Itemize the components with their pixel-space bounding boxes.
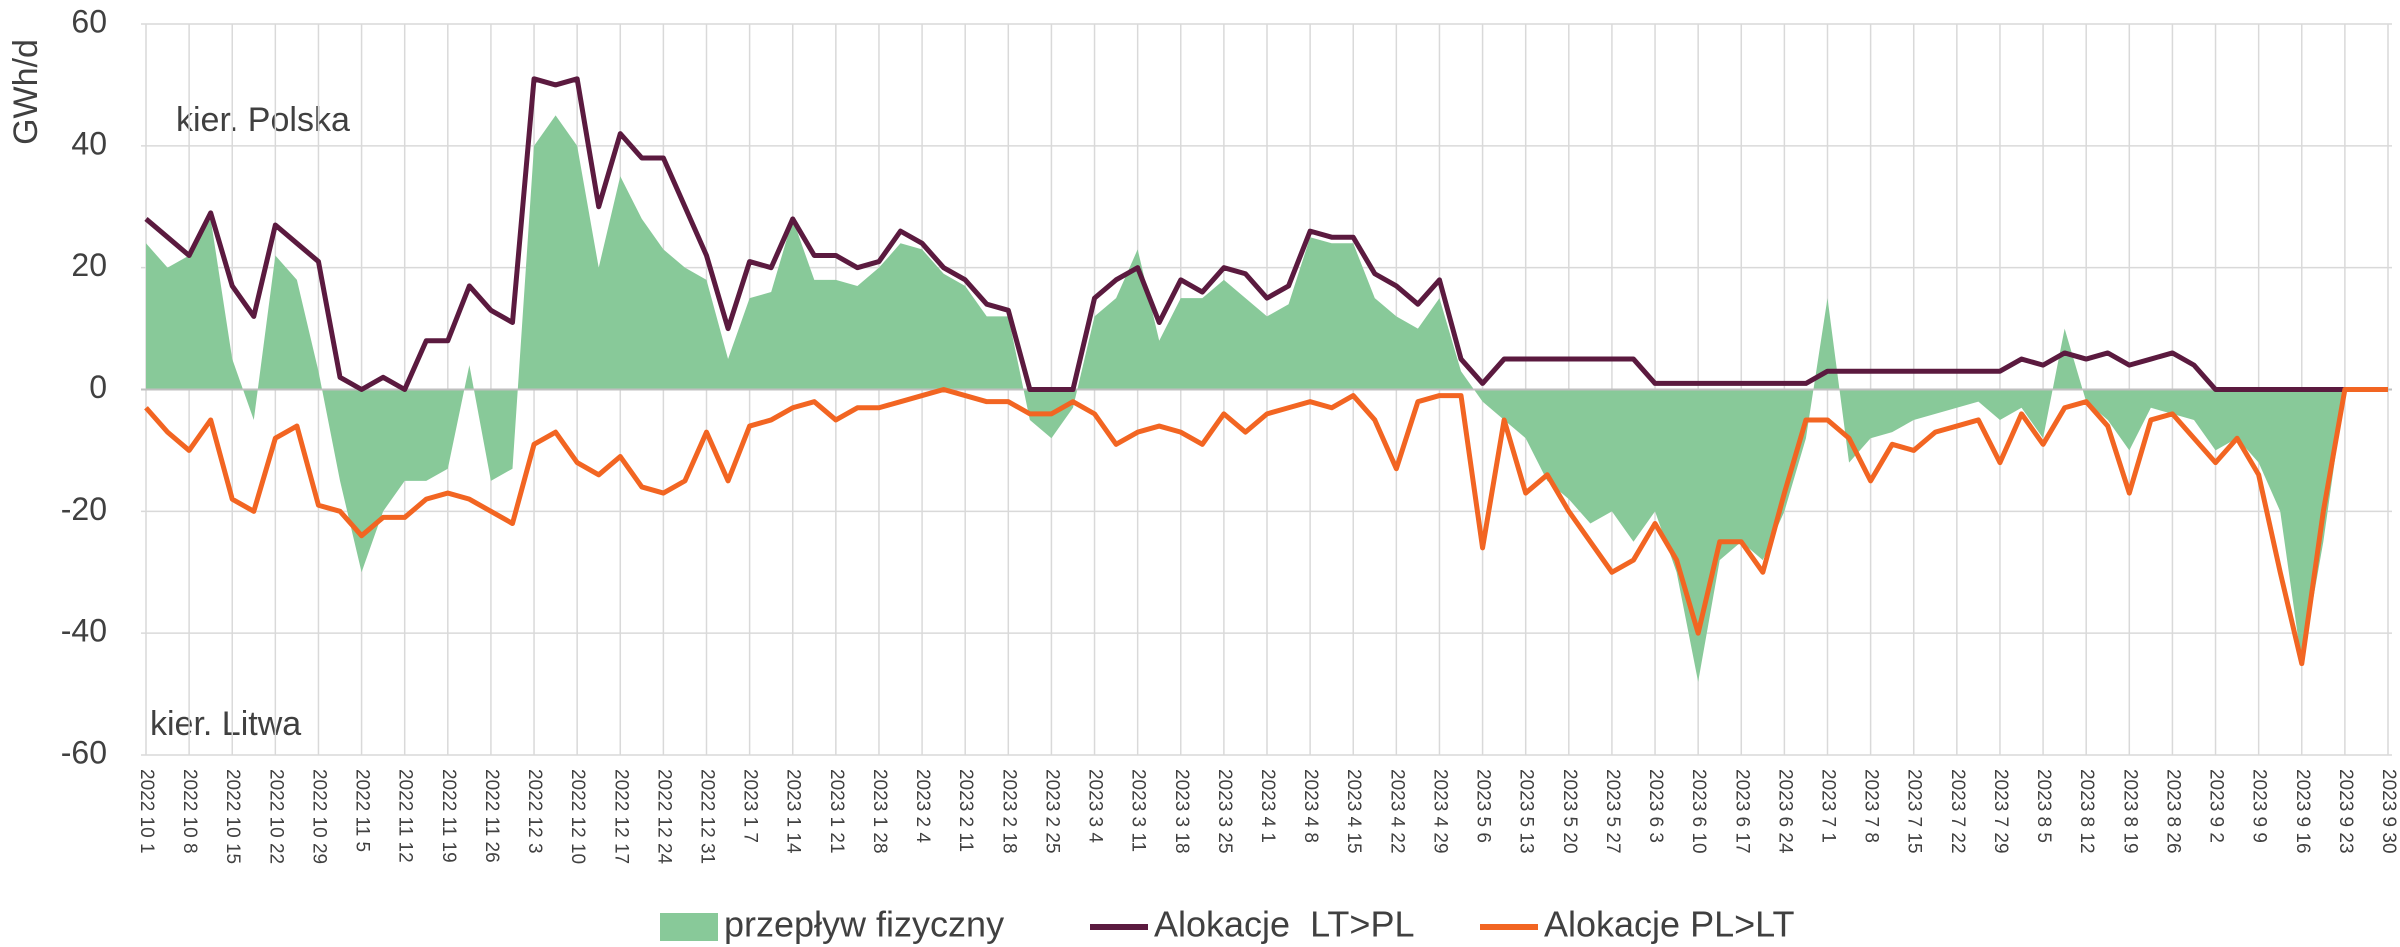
legend-swatch <box>660 913 718 941</box>
x-tick-label: 2023 3 11 <box>1128 769 1149 852</box>
legend-label: przepływ fizyczny <box>724 904 1004 945</box>
x-tick-label: 2022 12 24 <box>653 769 674 865</box>
x-tick-label: 2023 2 4 <box>912 769 933 843</box>
x-tick-label: 2023 1 7 <box>740 769 761 843</box>
x-tick-label: 2022 10 8 <box>179 769 200 854</box>
x-tick-label: 2023 3 18 <box>1171 769 1192 854</box>
x-tick-label: 2023 9 9 <box>2249 769 2270 843</box>
x-tick-label: 2023 2 11 <box>955 769 976 852</box>
x-tick-label: 2023 1 21 <box>826 769 847 854</box>
x-tick-label: 2022 10 29 <box>308 769 329 864</box>
x-tick-label: 2023 8 26 <box>2162 769 2183 854</box>
x-tick-label: 2023 9 30 <box>2378 769 2399 854</box>
x-tick-label: 2023 9 16 <box>2292 769 2313 854</box>
y-tick-label: -20 <box>61 491 107 527</box>
legend-label: Alokacje LT>PL <box>1154 904 1414 945</box>
x-tick-label: 2022 11 26 <box>481 769 502 863</box>
x-tick-label: 2023 7 29 <box>1990 769 2011 854</box>
x-tick-label: 2023 5 13 <box>1516 769 1537 854</box>
line <box>144 76 2388 392</box>
x-tick-label: 2023 4 8 <box>1300 769 1321 843</box>
x-tick-label: 2023 7 15 <box>1904 769 1925 854</box>
x-tick-label: 2023 7 8 <box>1861 769 1882 843</box>
area <box>146 115 2388 682</box>
x-tick-label: 2023 8 12 <box>2076 769 2097 854</box>
x-tick-label: 2023 4 15 <box>1343 769 1364 854</box>
y-tick-label: 40 <box>71 125 107 161</box>
x-tick-label: 2023 7 22 <box>1947 769 1968 854</box>
x-tick-label: 2023 5 20 <box>1559 769 1580 854</box>
annotation: kier. Litwa <box>150 705 301 743</box>
x-tick-label: 2023 3 4 <box>1085 769 1106 843</box>
x-tick-label: 2022 10 1 <box>136 769 157 854</box>
x-tick-label: 2023 4 1 <box>1257 769 1278 843</box>
x-tick-label: 2022 11 19 <box>438 769 459 863</box>
plot: 60 40 20 0 -20 -40 -60 2022 10 1 2022 10 8 2022 1… <box>61 3 2399 944</box>
x-tick-label: 2023 6 24 <box>1774 769 1795 854</box>
legend-label: Alokacje PL>LT <box>1544 904 1794 945</box>
x-tick-label: 2023 2 25 <box>1041 769 1062 854</box>
x-tick-label: 2023 4 29 <box>1429 769 1450 854</box>
y-axis-label: GWh/d <box>7 39 45 145</box>
x-tick-label: 2022 11 5 <box>352 769 373 852</box>
x-tick-label: 2023 2 18 <box>998 769 1019 854</box>
x-tick-label: 2023 1 28 <box>869 769 890 854</box>
x-tick-label: 2023 9 23 <box>2335 769 2356 854</box>
x-tick-label: 2023 4 22 <box>1386 769 1407 854</box>
y-tick-label: 0 <box>89 369 107 405</box>
x-tick-label: 2022 11 12 <box>395 769 416 863</box>
x-tick-label: 2023 9 2 <box>2206 769 2227 843</box>
x-tick-label: 2023 5 6 <box>1473 769 1494 843</box>
x-tick-label: 2022 12 10 <box>567 769 588 864</box>
x-tick-label: 2023 6 17 <box>1731 769 1752 854</box>
y-tick-label: 60 <box>71 3 107 39</box>
x-tick-label: 2023 5 27 <box>1602 769 1623 854</box>
line <box>144 387 2388 667</box>
x-tick-label: 2022 12 3 <box>524 769 545 854</box>
annotation: kier. Polska <box>176 101 350 139</box>
x-tick-label: 2022 10 22 <box>265 769 286 864</box>
x-tick-label: 2023 3 25 <box>1214 769 1235 854</box>
x-tick-label: 2023 7 1 <box>1817 769 1838 843</box>
y-tick-label: -40 <box>61 613 107 649</box>
x-tick-label: 2022 12 17 <box>610 769 631 864</box>
y-tick-label: -60 <box>61 734 107 770</box>
x-tick-label: 2023 6 10 <box>1688 769 1709 854</box>
x-tick-label: 2022 10 15 <box>222 769 243 864</box>
x-tick-label: 2022 12 31 <box>696 769 717 864</box>
x-tick-label: 2023 8 19 <box>2119 769 2140 854</box>
y-tick-label: 20 <box>71 247 107 283</box>
x-tick-label: 2023 1 14 <box>783 769 804 854</box>
x-tick-label: 2023 8 5 <box>2033 769 2054 843</box>
x-tick-label: 2023 6 3 <box>1645 769 1666 843</box>
